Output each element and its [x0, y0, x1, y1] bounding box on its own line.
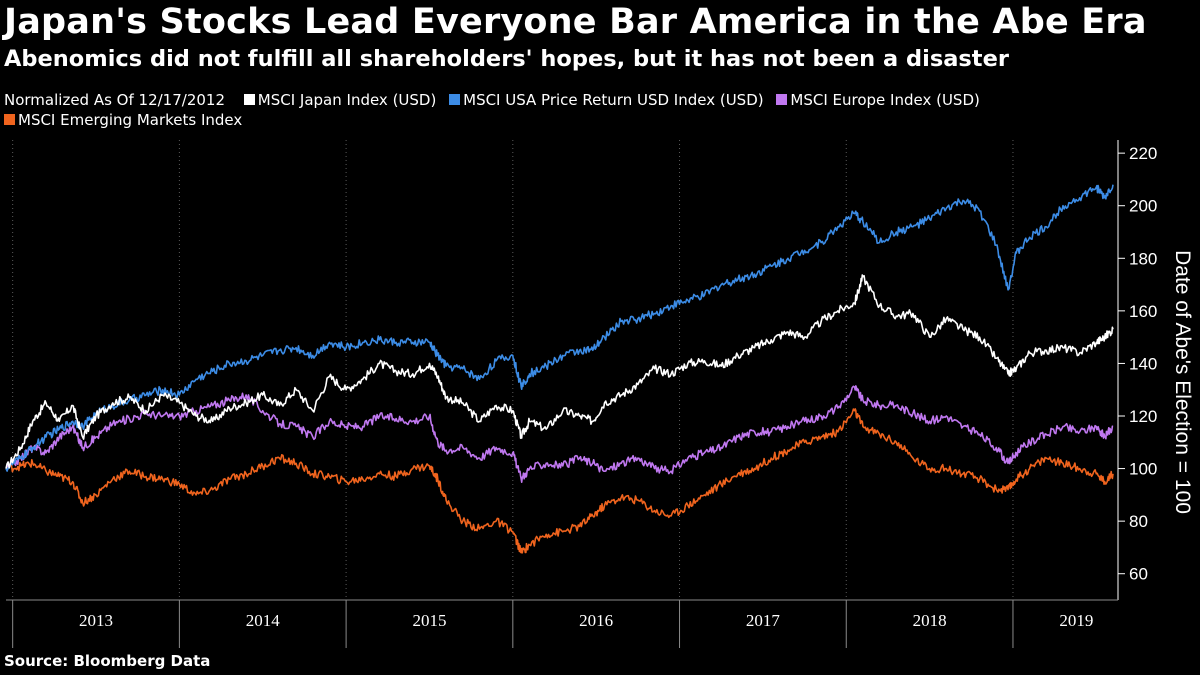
x-tick-label-2016: 2016 — [579, 611, 613, 630]
x-tick-label-2013: 2013 — [79, 611, 113, 630]
y-tick-label-220: 220 — [1129, 144, 1157, 163]
x-tick-label-2019: 2019 — [1059, 611, 1093, 630]
legend-swatch-usa — [449, 94, 461, 105]
series-line-3 — [5, 408, 1114, 554]
legend-item-emerging: MSCI Emerging Markets Index — [4, 110, 242, 130]
y-axis-label: Date of Abe's Election = 100 — [1171, 250, 1194, 514]
x-tick-label-2017: 2017 — [746, 611, 781, 630]
series-line-1 — [5, 184, 1114, 472]
chart-title: Japan's Stocks Lead Everyone Bar America… — [4, 2, 1147, 42]
x-tick-label-2015: 2015 — [412, 611, 446, 630]
legend-label-japan: MSCI Japan Index (USD) — [257, 91, 437, 109]
y-tick-label-160: 160 — [1129, 302, 1157, 321]
series-line-0 — [5, 274, 1114, 469]
legend-label-europe: MSCI Europe Index (USD) — [790, 91, 980, 109]
legend-item-usa: MSCI USA Price Return USD Index (USD) — [449, 90, 764, 110]
chart-legend: Normalized As Of 12/17/2012 MSCI Japan I… — [4, 90, 1184, 130]
series-lines — [5, 184, 1114, 554]
x-tick-label-2014: 2014 — [246, 611, 281, 630]
y-tick-label-120: 120 — [1129, 407, 1157, 426]
chart-subtitle: Abenomics did not fulfill all shareholde… — [4, 46, 1009, 72]
x-tick-label-2018: 2018 — [913, 611, 947, 630]
source-note: Source: Bloomberg Data — [4, 652, 211, 670]
legend-swatch-japan — [243, 94, 255, 105]
y-tick-label-140: 140 — [1129, 354, 1157, 373]
legend-label-emerging: MSCI Emerging Markets Index — [18, 111, 243, 129]
y-tick-label-100: 100 — [1129, 460, 1157, 479]
legend-normalization-note: Normalized As Of 12/17/2012 — [4, 91, 225, 109]
series-line-2 — [5, 385, 1114, 483]
legend-label-usa: MSCI USA Price Return USD Index (USD) — [463, 91, 764, 109]
y-tick-label-60: 60 — [1129, 565, 1148, 584]
legend-item-japan: MSCI Japan Index (USD) — [243, 90, 437, 110]
legend-swatch-europe — [776, 94, 788, 105]
y-tick-label-180: 180 — [1129, 249, 1157, 268]
y-tick-label-80: 80 — [1129, 512, 1148, 531]
axes: 60 80 100 120 140 160 180 200 220 2013 2014 2015 201… — [6, 140, 1157, 648]
y-tick-label-200: 200 — [1129, 197, 1157, 216]
legend-item-europe: MSCI Europe Index (USD) — [776, 90, 980, 110]
legend-swatch-emerging — [4, 114, 15, 125]
